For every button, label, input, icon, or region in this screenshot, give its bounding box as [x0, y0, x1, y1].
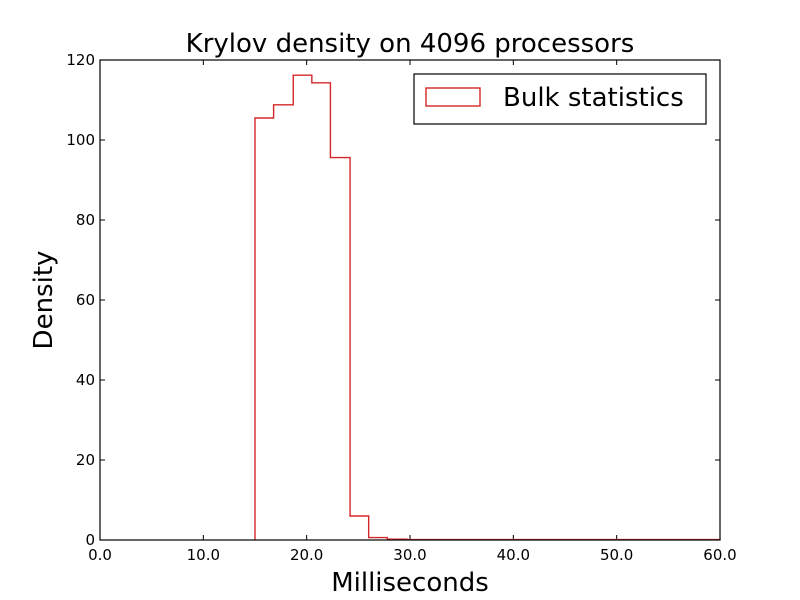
y-tick-label: 20: [76, 451, 95, 469]
plot-background: [100, 60, 720, 540]
legend: Bulk statistics: [413, 73, 707, 125]
x-axis-label: Milliseconds: [331, 568, 489, 598]
legend-box: [413, 73, 707, 125]
x-tick-label: 30.0: [393, 546, 426, 564]
legend-swatch-bulk-statistics: [425, 87, 481, 107]
x-tick-labels: 0.0 10.0 20.0 30.0 40.0 50.0 60.0: [88, 546, 737, 564]
x-tick-label: 40.0: [497, 546, 530, 564]
y-tick-label: 60: [76, 291, 95, 309]
y-tick-label: 80: [76, 211, 95, 229]
x-tick-label: 10.0: [187, 546, 220, 564]
y-axis-label: Density: [29, 251, 59, 350]
legend-label-bulk-statistics: Bulk statistics: [503, 83, 684, 113]
y-tick-label: 0: [85, 531, 95, 549]
x-tick-label: 20.0: [290, 546, 323, 564]
y-tick-labels: 0 20 40 60 80 100 120: [66, 51, 95, 549]
x-tick-label: 60.0: [703, 546, 736, 564]
x-tick-label: 50.0: [600, 546, 633, 564]
x-tick-label: 0.0: [88, 546, 112, 564]
y-tick-label: 120: [66, 51, 95, 69]
plot-frame: [99, 59, 721, 541]
y-tick-label: 100: [66, 131, 95, 149]
y-tick-label: 40: [76, 371, 95, 389]
plot-area: [99, 59, 721, 541]
chart-title: Krylov density on 4096 processors: [186, 29, 635, 59]
